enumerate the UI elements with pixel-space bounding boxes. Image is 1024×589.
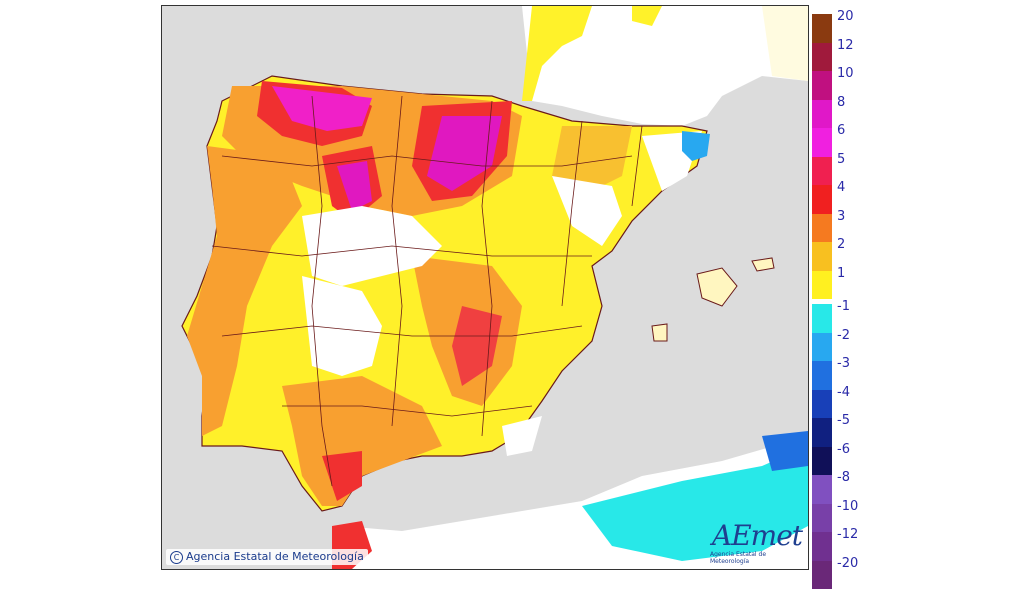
legend-label-negative-3: -4 — [837, 386, 850, 399]
legend-label-negative-8: -12 — [837, 528, 858, 541]
map-canvas — [162, 6, 808, 569]
legend-swatch-negative-5 — [812, 447, 832, 476]
copyright-icon: C — [170, 551, 183, 564]
legend-swatch-negative-6 — [812, 475, 832, 504]
legend-label-negative-7: -10 — [837, 500, 858, 513]
legend-swatch-positive-7 — [812, 214, 832, 243]
legend-label-positive-3: 8 — [837, 96, 845, 109]
legend-label-negative-9: -20 — [837, 557, 858, 570]
legend-label-negative-0: -1 — [837, 300, 850, 313]
ibiza-island — [652, 324, 667, 341]
legend-label-positive-1: 12 — [837, 39, 854, 52]
legend-swatch-negative-3 — [812, 390, 832, 419]
legend-swatch-negative-8 — [812, 532, 832, 561]
legend-swatch-positive-6 — [812, 185, 832, 214]
legend-label-negative-2: -3 — [837, 357, 850, 370]
legend-label-positive-8: 2 — [837, 238, 845, 251]
legend-label-positive-7: 3 — [837, 210, 845, 223]
legend-swatch-positive-9 — [812, 271, 832, 300]
logo-wordmark: AEmet — [712, 519, 802, 552]
logo-subtext: Agencia Estatal de Meteorología — [710, 551, 804, 565]
legend-swatch-positive-4 — [812, 128, 832, 157]
aemet-logo: AEmet Agencia Estatal de Meteorología — [708, 523, 804, 565]
legend-swatch-positive-0 — [812, 14, 832, 43]
legend-label-positive-4: 6 — [837, 124, 845, 137]
legend-label-positive-0: 20 — [837, 10, 854, 23]
legend-swatch-positive-5 — [812, 157, 832, 186]
legend-swatch-negative-2 — [812, 361, 832, 390]
legend-label-positive-6: 4 — [837, 181, 845, 194]
legend-swatch-negative-1 — [812, 333, 832, 362]
legend-swatch-negative-7 — [812, 504, 832, 533]
legend-swatch-negative-9 — [812, 561, 832, 589]
copyright-text: Agencia Estatal de Meteorología — [186, 550, 364, 563]
legend-label-positive-5: 5 — [837, 153, 845, 166]
legend-swatch-positive-1 — [812, 43, 832, 72]
legend-label-negative-6: -8 — [837, 471, 850, 484]
legend-label-positive-2: 10 — [837, 67, 854, 80]
legend-swatch-positive-3 — [812, 100, 832, 129]
legend-label-positive-9: 1 — [837, 267, 845, 280]
legend-label-negative-5: -6 — [837, 443, 850, 456]
legend-swatch-positive-8 — [812, 242, 832, 271]
legend-label-negative-4: -5 — [837, 414, 850, 427]
legend-swatch-positive-2 — [812, 71, 832, 100]
legend-label-negative-1: -2 — [837, 329, 850, 342]
legend-swatch-negative-0 — [812, 304, 832, 333]
legend-swatch-negative-4 — [812, 418, 832, 447]
